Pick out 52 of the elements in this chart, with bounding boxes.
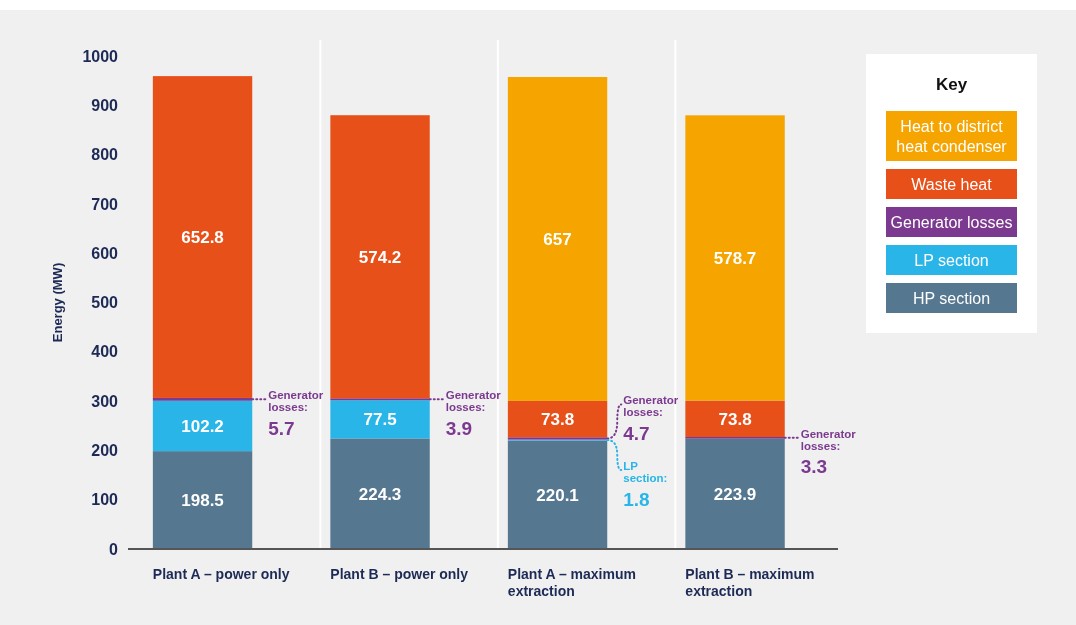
x-tick-label: Plant B – power only: [330, 566, 469, 582]
x-tick-label: Plant B – maximum extraction: [685, 566, 815, 599]
data-label: 578.7: [713, 248, 757, 268]
bar: [507, 440, 608, 549]
bar: [507, 400, 608, 438]
y-tick-label: 600: [91, 244, 119, 262]
data-label: 102.2: [181, 416, 224, 436]
x-tick-label: Plant A – maximum extraction: [507, 566, 636, 599]
text: Waste heat: [911, 175, 993, 193]
y-tick-label: 200: [91, 442, 119, 459]
data-label: 574.2: [358, 247, 402, 267]
annotation: Generator losses: 4.7: [623, 394, 679, 445]
y-tick-label: 400: [91, 343, 119, 361]
data-label: 77.5: [363, 410, 397, 430]
text: LP section: [914, 251, 989, 269]
y-tick-label: 800: [91, 146, 119, 164]
bar: [330, 438, 430, 549]
text: Heat to district heat condenser: [896, 117, 1008, 155]
data-label: 652.8: [181, 227, 224, 247]
bar: [330, 115, 430, 399]
y-tick-label: 900: [91, 96, 119, 114]
annotation: Generator losses: 3.9: [445, 389, 502, 439]
bar: [152, 451, 253, 549]
text: Generator losses: [890, 213, 1013, 231]
bar: [330, 400, 430, 439]
bar: [685, 115, 785, 401]
bar: [685, 400, 785, 437]
y-tick-label: 500: [91, 294, 119, 312]
annotation: Generator losses: 5.7: [268, 389, 324, 439]
y-tick-label: 100: [91, 491, 119, 509]
data-label: 657: [543, 229, 572, 249]
data-label: 223.9: [713, 484, 757, 504]
bar: [152, 397, 253, 401]
data-label: 198.5: [181, 491, 224, 511]
legend-title: Key: [935, 74, 968, 94]
x-tick-label: Plant A – power only: [152, 566, 290, 582]
bar: [507, 77, 608, 401]
data-label: 220.1: [536, 485, 579, 505]
text: HP section: [912, 289, 991, 307]
data-label: 73.8: [541, 410, 575, 430]
bar: [152, 400, 253, 452]
annotation: LP section: 1.8: [623, 460, 668, 510]
y-tick-label: 0: [109, 540, 119, 558]
y-tick-label: 300: [91, 392, 119, 410]
y-tick-label: 1000: [82, 47, 119, 65]
y-axis-title: Energy (MW): [50, 262, 65, 343]
y-tick-label: 700: [91, 195, 119, 213]
data-label: 73.8: [718, 409, 752, 429]
bar: [685, 438, 785, 549]
data-label: 224.3: [358, 484, 402, 504]
annotation: Generator losses: 3.3: [800, 427, 857, 478]
bar: [152, 76, 253, 398]
